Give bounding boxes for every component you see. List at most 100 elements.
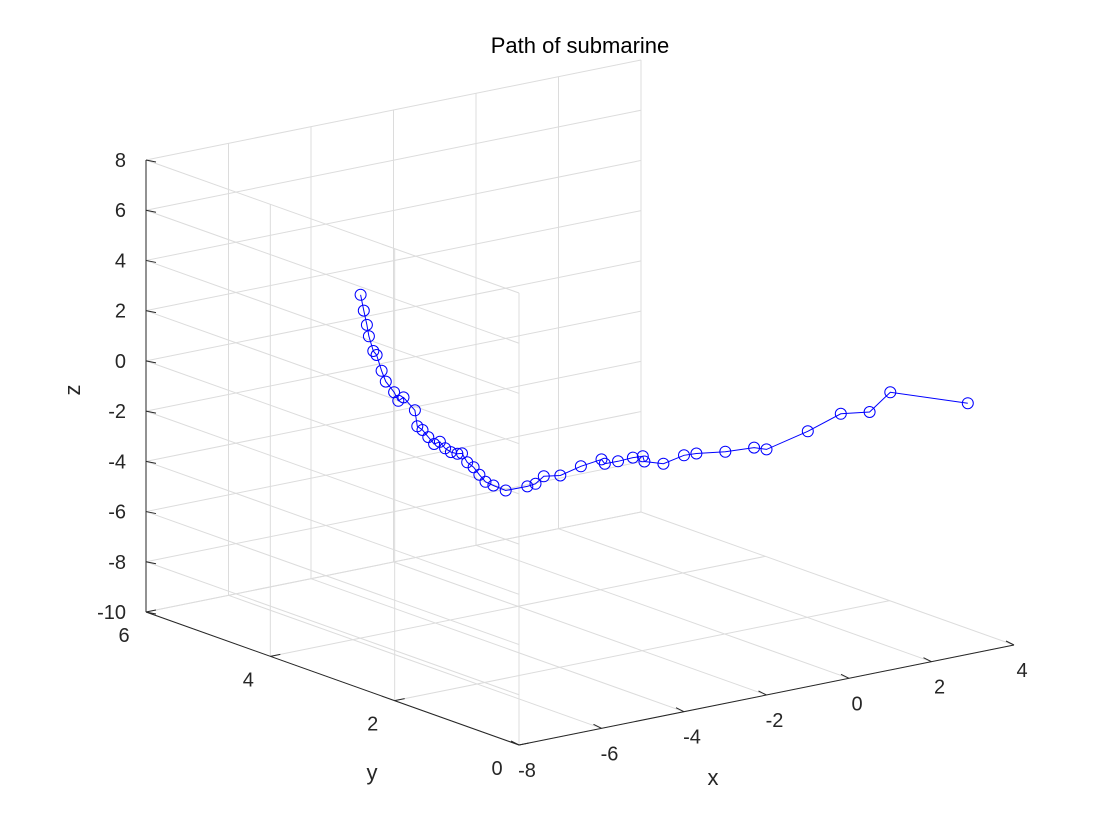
data-point (433, 435, 446, 448)
grid-line (145, 260, 642, 362)
series-line (360, 294, 968, 492)
grid-line (145, 461, 642, 563)
grid-line (393, 561, 767, 696)
x-tick (510, 740, 520, 746)
grid-line (145, 310, 520, 445)
data-point (444, 446, 457, 459)
data-point (719, 445, 732, 458)
x-tick (758, 690, 767, 696)
data-point (529, 477, 542, 490)
data-point (537, 470, 550, 483)
data-point (379, 375, 392, 388)
grid-line (228, 594, 602, 729)
grid-line (145, 411, 642, 513)
data-point (370, 349, 383, 361)
data-point (499, 484, 512, 497)
z-tick-label: 4 (115, 250, 126, 272)
z-tick (145, 159, 157, 163)
z-tick-label: -10 (97, 602, 126, 624)
x-tick-label: -6 (601, 743, 619, 765)
grid-line (145, 159, 642, 261)
data-point (638, 455, 651, 468)
data-point (473, 468, 486, 481)
z-tick (145, 410, 157, 414)
z-tick-label: -4 (108, 451, 126, 473)
data-point (598, 457, 611, 470)
data-point (834, 407, 847, 420)
grid-line (145, 561, 520, 696)
x-tick (840, 673, 850, 679)
data-point (487, 479, 500, 492)
z-tick (145, 561, 157, 565)
z-tick-label: 0 (115, 351, 126, 373)
data-point (554, 469, 567, 482)
y-axis-line (145, 611, 520, 746)
z-axis-label: z (60, 385, 85, 396)
x-tick (1005, 640, 1015, 646)
x-tick-label: 0 (851, 693, 862, 715)
data-point (479, 475, 492, 488)
x-tick (593, 723, 602, 729)
grid-line (145, 209, 520, 344)
x-tick-label: -4 (683, 727, 701, 749)
data-point (461, 456, 474, 469)
z-tick-label: -8 (108, 552, 126, 574)
data-point (388, 386, 401, 399)
grid-line (145, 259, 520, 394)
grid-line (270, 555, 766, 657)
grid-line (145, 410, 520, 545)
grid-line (145, 360, 642, 462)
y-tick (270, 653, 281, 657)
grid-line (640, 511, 1015, 646)
z-tick (145, 259, 157, 263)
data-point (636, 450, 649, 463)
data-point (748, 441, 761, 454)
y-axis-label: y (367, 760, 378, 785)
grid-line (145, 511, 642, 613)
data-point (357, 304, 370, 317)
y-tick-label: 4 (243, 669, 254, 691)
y-tick (145, 609, 157, 613)
x-axis-label: x (708, 765, 719, 790)
data-point (863, 406, 876, 418)
z-tick (145, 511, 157, 515)
series-layer (354, 288, 974, 497)
grid-line (145, 511, 520, 646)
z-tick (145, 360, 157, 364)
x-tick-label: 4 (1016, 660, 1027, 682)
x-tick-label: 2 (934, 677, 945, 699)
data-point (678, 449, 690, 462)
data-point (657, 457, 670, 470)
data-point (411, 420, 424, 433)
y-tick-label: 0 (491, 758, 502, 780)
data-point (467, 461, 480, 474)
grid-line (145, 109, 642, 211)
grid-line (475, 544, 850, 679)
x-tick (675, 707, 685, 713)
grid-line (145, 460, 520, 595)
data-point (884, 386, 897, 399)
data-point (760, 443, 773, 456)
x-tick-label: -2 (766, 710, 784, 732)
y-tick (518, 742, 530, 746)
data-point (422, 431, 435, 444)
data-point (595, 453, 608, 466)
y-tick-label: 2 (367, 714, 378, 736)
data-point (521, 480, 534, 493)
y-tick-label: 6 (118, 625, 129, 647)
grid-lines (145, 59, 1015, 746)
data-point (408, 404, 421, 417)
x-tick (923, 657, 932, 663)
grid-line (310, 578, 685, 713)
z-tick-label: -2 (108, 401, 126, 423)
y-tick (394, 698, 405, 702)
data-point (360, 318, 373, 331)
data-point (362, 330, 375, 343)
data-point (626, 451, 639, 464)
data-point (690, 447, 703, 460)
data-point (354, 288, 367, 301)
grid-line (145, 159, 520, 294)
x-tick-label: -8 (518, 760, 536, 782)
